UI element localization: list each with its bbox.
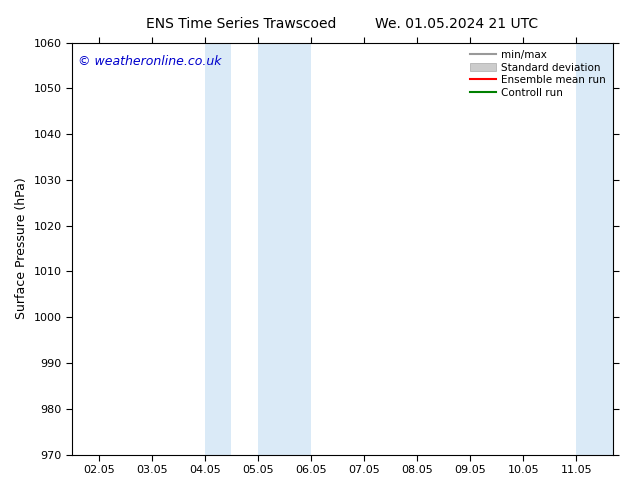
Legend: min/max, Standard deviation, Ensemble mean run, Controll run: min/max, Standard deviation, Ensemble me… (466, 46, 611, 102)
Text: We. 01.05.2024 21 UTC: We. 01.05.2024 21 UTC (375, 17, 538, 31)
Bar (258, 43, 311, 455)
Text: © weatheronline.co.uk: © weatheronline.co.uk (77, 55, 221, 68)
Text: ENS Time Series Trawscoed: ENS Time Series Trawscoed (146, 17, 336, 31)
Bar (205, 43, 231, 455)
Y-axis label: Surface Pressure (hPa): Surface Pressure (hPa) (15, 178, 28, 319)
Bar (576, 43, 614, 455)
